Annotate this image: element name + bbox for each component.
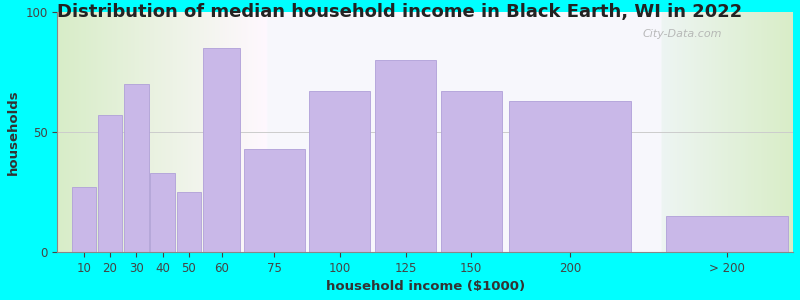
- Bar: [71, 187, 96, 252]
- Text: City-Data.com: City-Data.com: [642, 29, 722, 39]
- Bar: [441, 91, 502, 252]
- Bar: [203, 48, 240, 252]
- Bar: [375, 60, 436, 252]
- Y-axis label: households: households: [7, 89, 20, 175]
- Bar: [244, 148, 305, 252]
- X-axis label: household income ($1000): household income ($1000): [326, 280, 525, 293]
- Bar: [177, 192, 201, 252]
- Bar: [310, 91, 370, 252]
- Bar: [98, 115, 122, 252]
- Bar: [124, 84, 149, 252]
- Text: Distribution of median household income in Black Earth, WI in 2022: Distribution of median household income …: [58, 3, 742, 21]
- Bar: [150, 172, 174, 252]
- Bar: [509, 101, 631, 252]
- Bar: [666, 216, 789, 252]
